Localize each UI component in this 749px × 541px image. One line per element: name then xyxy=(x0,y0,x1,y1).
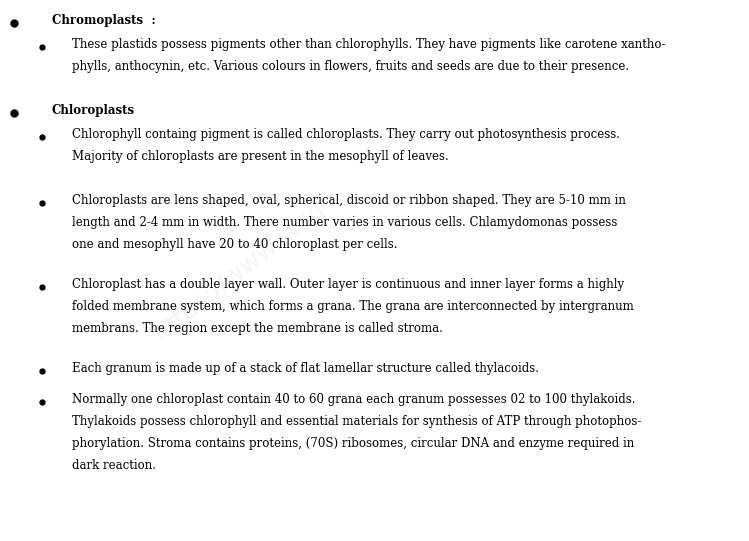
Text: These plastids possess pigments other than chlorophylls. They have pigments like: These plastids possess pigments other th… xyxy=(72,38,666,51)
Text: Chloroplast has a double layer wall. Outer layer is continuous and inner layer f: Chloroplast has a double layer wall. Out… xyxy=(72,278,624,291)
Text: Each granum is made up of a stack of flat lamellar structure called thylacoids.: Each granum is made up of a stack of fla… xyxy=(72,362,539,375)
Text: Normally one chloroplast contain 40 to 60 grana each granum possesses 02 to 100 : Normally one chloroplast contain 40 to 6… xyxy=(72,393,635,406)
Text: Chloroplasts are lens shaped, oval, spherical, discoid or ribbon shaped. They ar: Chloroplasts are lens shaped, oval, sphe… xyxy=(72,194,626,207)
Text: membrans. The region except the membrane is called stroma.: membrans. The region except the membrane… xyxy=(72,322,443,335)
Text: Majority of chloroplasts are present in the mesophyll of leaves.: Majority of chloroplasts are present in … xyxy=(72,150,449,163)
Text: one and mesophyll have 20 to 40 chloroplast per cells.: one and mesophyll have 20 to 40 chloropl… xyxy=(72,238,398,251)
Text: folded membrane system, which forms a grana. The grana are interconnected by int: folded membrane system, which forms a gr… xyxy=(72,300,634,313)
Text: Chloroplasts: Chloroplasts xyxy=(52,104,135,117)
Text: Chromoplasts  :: Chromoplasts : xyxy=(52,14,156,27)
Text: length and 2-4 mm in width. There number varies in various cells. Chlamydomonas : length and 2-4 mm in width. There number… xyxy=(72,216,617,229)
Text: phylls, anthocynin, etc. Various colours in flowers, fruits and seeds are due to: phylls, anthocynin, etc. Various colours… xyxy=(72,60,629,73)
Text: Chlorophyll containg pigment is called chloroplasts. They carry out photosynthes: Chlorophyll containg pigment is called c… xyxy=(72,128,620,141)
Text: https://www.stuq: https://www.stuq xyxy=(149,196,330,345)
Text: Thylakoids possess chlorophyll and essential materials for synthesis of ATP thro: Thylakoids possess chlorophyll and essen… xyxy=(72,415,641,428)
Text: dark reaction.: dark reaction. xyxy=(72,459,156,472)
Text: phorylation. Stroma contains proteins, (70S) ribosomes, circular DNA and enzyme : phorylation. Stroma contains proteins, (… xyxy=(72,437,634,450)
